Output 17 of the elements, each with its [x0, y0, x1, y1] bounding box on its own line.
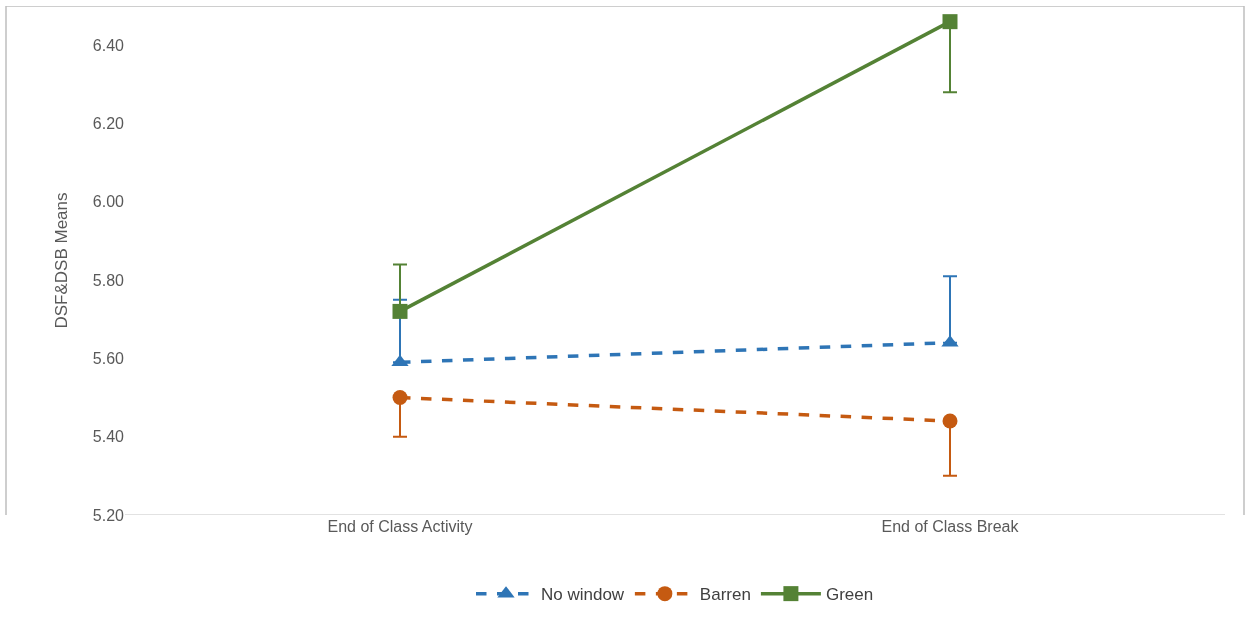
- y-tick-label: 5.20: [92, 506, 125, 524]
- x-tick-label: End of Class Activity: [327, 518, 473, 535]
- point: [942, 413, 958, 429]
- point: [392, 390, 408, 406]
- x-tick-label: End of Class Break: [881, 518, 1020, 535]
- y-tick-label: 6.20: [92, 115, 125, 133]
- legend-label: No window: [541, 585, 625, 605]
- point: [942, 14, 958, 30]
- point: [392, 303, 408, 319]
- y-tick-label: 5.40: [92, 428, 125, 446]
- y-axis-title: DSF&DSB Means: [52, 192, 72, 329]
- legend-label: Green: [825, 585, 874, 605]
- legend-label: Barren: [699, 585, 751, 605]
- y-tick-label: 5.60: [92, 349, 125, 367]
- y-tick-label: 5.80: [92, 271, 125, 289]
- y-tick-label: 6.40: [92, 36, 125, 54]
- y-tick-label: 6.00: [92, 193, 125, 211]
